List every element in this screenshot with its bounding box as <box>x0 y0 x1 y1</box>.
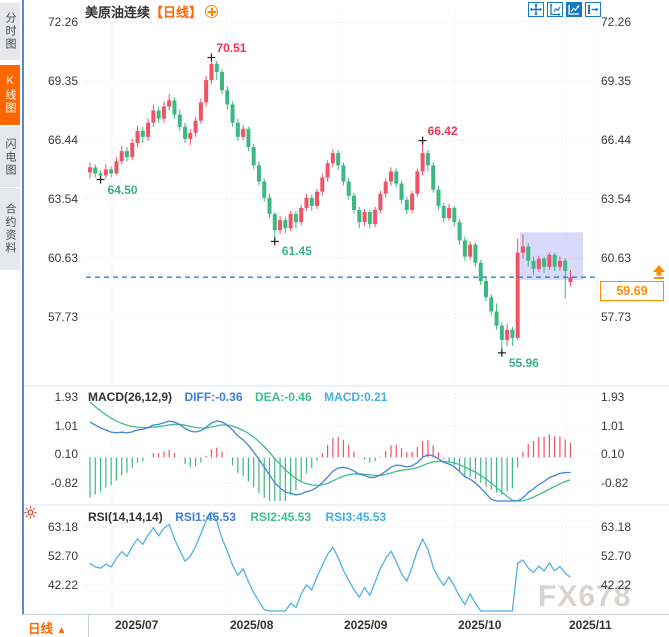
settings-circle-plus-icon[interactable] <box>205 5 219 18</box>
macd-header: MACD(26,12,9) DIFF:-0.36 DEA:-0.46 MACD:… <box>88 388 387 406</box>
bottom-bar: 日线 ▲ <box>22 614 669 637</box>
rsi1-value: RSI1:45.53 <box>175 510 236 524</box>
sidebar-tab-1[interactable]: 分时图 <box>0 3 20 60</box>
axis-scale-icon[interactable] <box>547 2 563 17</box>
period-title: 【日线】 <box>150 5 203 20</box>
period-label: 日线 <box>28 622 54 636</box>
sidebar-tab-4[interactable]: 合约资料 <box>0 188 20 270</box>
rsi-settings-sun-icon[interactable] <box>24 506 37 519</box>
macd-diff-value: DIFF:-0.36 <box>184 390 243 404</box>
last-price-box: 59.69 <box>600 281 664 301</box>
fx678-watermark: FX678 <box>538 580 632 613</box>
collapse-right-icon[interactable] <box>585 2 601 17</box>
rsi3-value: RSI3:45.53 <box>325 510 387 524</box>
period-arrow-icon: ▲ <box>56 625 67 636</box>
divider <box>88 615 89 637</box>
period-selector-button[interactable]: 日线 ▲ <box>28 618 66 637</box>
instrument-title: 美原油连续 <box>85 5 151 20</box>
sidebar-tab-3[interactable]: 闪电图 <box>0 127 20 187</box>
pan-crosshair-icon[interactable] <box>528 2 544 17</box>
latest-price-arrow-icon <box>653 265 665 279</box>
macd-params-label: MACD(26,12,9) <box>88 390 173 404</box>
chart-header: 美原油连续【日线】 <box>85 2 219 22</box>
chart-mode-active-icon[interactable] <box>566 2 582 17</box>
macd-dea-value: DEA:-0.46 <box>254 390 312 404</box>
sidebar: 分时图 K线图 闪电图 合约资料 <box>0 0 24 637</box>
rsi2-value: RSI2:45.53 <box>250 510 312 524</box>
rsi-params-label: RSI(14,14,14) <box>88 510 163 524</box>
sidebar-tab-2[interactable]: K线图 <box>0 65 20 125</box>
macd-macd-value: MACD:0.21 <box>324 390 388 404</box>
rsi-header: RSI(14,14,14) RSI1:45.53 RSI2:45.53 RSI3… <box>88 508 386 526</box>
